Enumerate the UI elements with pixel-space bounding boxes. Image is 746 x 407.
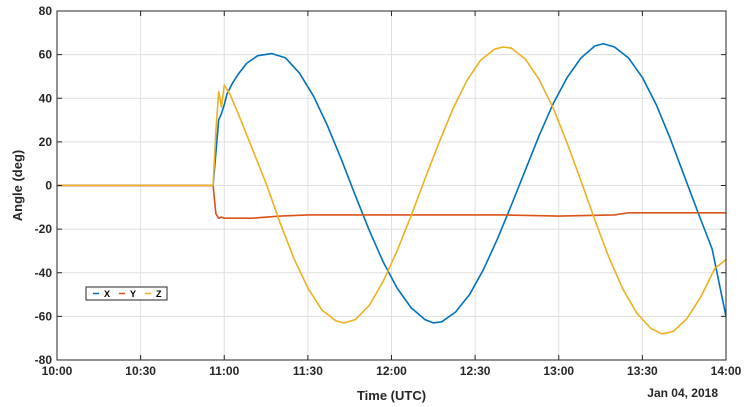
y-tick-label: 0: [45, 179, 52, 193]
legend: X Y Z: [86, 287, 167, 300]
x-tick-label: 11:00: [209, 364, 239, 378]
x-tick-label: 11:30: [293, 364, 323, 378]
x-tick-label: 13:00: [543, 364, 574, 378]
legend-entry: Y: [130, 289, 136, 299]
y-tick-label: -20: [35, 222, 53, 236]
legend-entry: X: [104, 289, 110, 299]
x-tick-label: 13:30: [627, 364, 658, 378]
legend-entry: Z: [156, 289, 162, 299]
x-tick-label: 10:30: [125, 364, 156, 378]
y-tick-label: 40: [39, 91, 53, 105]
x-axis-label: Time (UTC): [357, 388, 426, 403]
y-tick-label: -40: [35, 266, 53, 280]
date-label: Jan 04, 2018: [647, 386, 718, 400]
y-tick-label: -60: [35, 309, 53, 323]
y-tick-label: 80: [39, 4, 53, 18]
y-tick-label: -80: [35, 353, 53, 367]
y-tick-label: 20: [39, 135, 53, 149]
x-tick-label: 12:00: [376, 364, 407, 378]
y-tick-label: 60: [39, 48, 53, 62]
x-tick-label: 12:30: [460, 364, 491, 378]
x-tick-label: 14:00: [711, 364, 742, 378]
y-axis-label: Angle (deg): [10, 150, 25, 222]
